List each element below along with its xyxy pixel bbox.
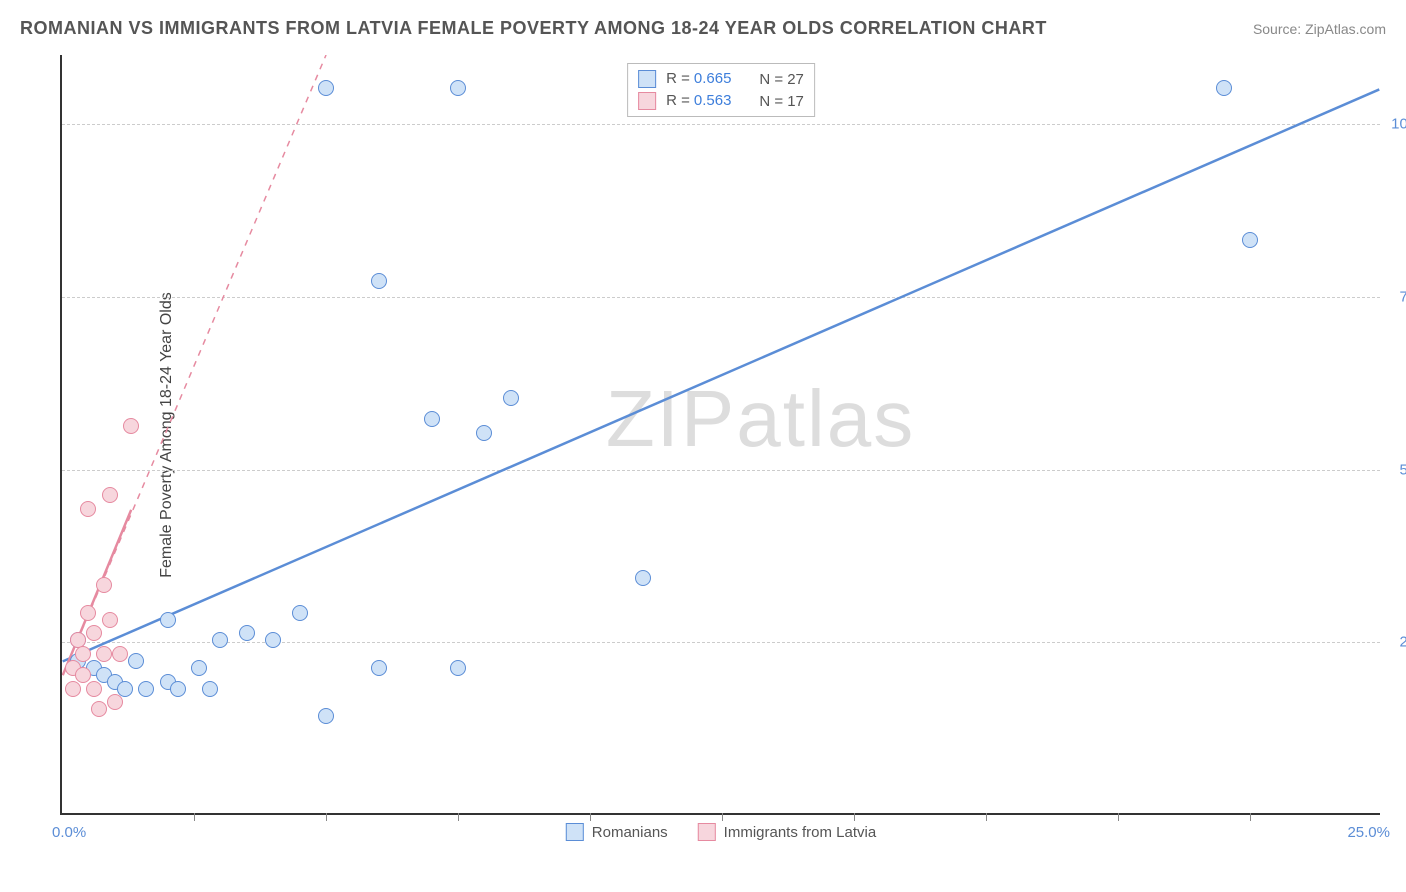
watermark-zip: ZIP [606, 374, 736, 463]
legend-swatch [638, 70, 656, 88]
trend-line-dash [63, 89, 1380, 661]
data-point [371, 273, 387, 289]
data-point [112, 646, 128, 662]
correlation-legend: R =0.665 N =27 R =0.563 N =17 [627, 63, 815, 117]
data-point [80, 501, 96, 517]
x-tick [590, 813, 591, 821]
watermark-atlas: atlas [736, 374, 915, 463]
gridline [62, 297, 1380, 298]
y-tick-label: 25.0% [1399, 634, 1406, 651]
plot-area: ZIPatlas 25.0%50.0%75.0%100.0% R =0.665N… [60, 55, 1380, 815]
legend-label: Immigrants from Latvia [724, 824, 877, 841]
data-point [75, 646, 91, 662]
data-point [75, 667, 91, 683]
x-tick-start: 0.0% [52, 824, 86, 841]
n-label: N = [759, 93, 783, 110]
data-point [318, 708, 334, 724]
data-point [96, 577, 112, 593]
gridline [62, 470, 1380, 471]
data-point [239, 625, 255, 641]
data-point [450, 80, 466, 96]
legend-swatch [638, 92, 656, 110]
y-tick-label: 100.0% [1391, 116, 1406, 133]
r-label: R = [666, 92, 690, 109]
data-point [80, 605, 96, 621]
data-point [86, 681, 102, 697]
data-point [107, 694, 123, 710]
data-point [123, 418, 139, 434]
watermark: ZIPatlas [606, 373, 915, 465]
data-point [160, 612, 176, 628]
data-point [170, 681, 186, 697]
x-tick [458, 813, 459, 821]
legend-swatch [566, 823, 584, 841]
data-point [450, 660, 466, 676]
x-tick [1118, 813, 1119, 821]
n-value: 27 [787, 71, 804, 88]
x-tick [194, 813, 195, 821]
data-point [117, 681, 133, 697]
x-tick [326, 813, 327, 821]
data-point [318, 80, 334, 96]
data-point [128, 653, 144, 669]
data-point [65, 681, 81, 697]
data-point [292, 605, 308, 621]
n-label: N = [759, 71, 783, 88]
series-legend: Romanians Immigrants from Latvia [566, 823, 876, 841]
legend-label: Romanians [592, 824, 668, 841]
data-point [503, 390, 519, 406]
source-label: Source: ZipAtlas.com [1253, 21, 1386, 37]
data-point [635, 570, 651, 586]
legend-item: Romanians [566, 823, 668, 841]
data-point [476, 425, 492, 441]
data-point [102, 487, 118, 503]
data-point [102, 612, 118, 628]
data-point [96, 646, 112, 662]
x-tick [722, 813, 723, 821]
gridline [62, 642, 1380, 643]
data-point [212, 632, 228, 648]
trend-line [63, 89, 1380, 661]
legend-item: Immigrants from Latvia [698, 823, 877, 841]
legend-row: R =0.665 N =27 [638, 68, 804, 90]
chart-title: ROMANIAN VS IMMIGRANTS FROM LATVIA FEMAL… [20, 18, 1047, 39]
legend-swatch [698, 823, 716, 841]
data-point [1216, 80, 1232, 96]
x-tick [1250, 813, 1251, 821]
y-tick-label: 75.0% [1399, 288, 1406, 305]
data-point [202, 681, 218, 697]
data-point [138, 681, 154, 697]
trend-lines [62, 55, 1380, 813]
x-tick [986, 813, 987, 821]
data-point [265, 632, 281, 648]
data-point [424, 411, 440, 427]
data-point [1242, 232, 1258, 248]
r-label: R = [666, 70, 690, 87]
x-tick [854, 813, 855, 821]
data-point [191, 660, 207, 676]
gridline [62, 124, 1380, 125]
data-point [91, 701, 107, 717]
r-value: 0.563 [694, 92, 732, 109]
data-point [371, 660, 387, 676]
y-tick-label: 50.0% [1399, 461, 1406, 478]
r-value: 0.665 [694, 70, 732, 87]
legend-row: R =0.563 N =17 [638, 90, 804, 112]
x-tick-end: 25.0% [1347, 824, 1390, 841]
data-point [86, 625, 102, 641]
n-value: 17 [787, 93, 804, 110]
